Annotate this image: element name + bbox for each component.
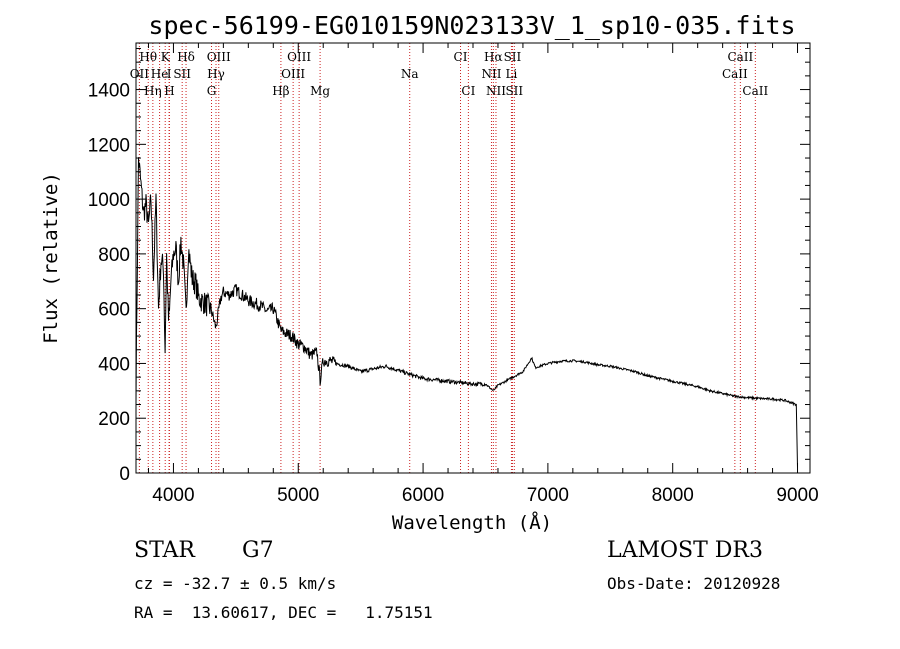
spectrum-line: [135, 157, 798, 468]
line-label-11: I: [167, 67, 172, 81]
line-label-3: OIII: [207, 50, 231, 64]
y-tick-label-5: 1000: [88, 190, 130, 211]
y-tick-label-7: 1400: [88, 81, 130, 102]
x-tick-label-0: 4000: [152, 485, 194, 506]
line-label-12: SII: [173, 67, 191, 81]
line-label-4: OIII: [287, 50, 311, 64]
object-subclass: G7: [242, 538, 274, 563]
line-label-17: Li: [506, 67, 518, 81]
line-label-0: Hθ: [139, 50, 157, 64]
line-label-10: He: [151, 67, 169, 81]
x-axis: 4000 5000 6000 7000 8000 9000: [147, 43, 819, 506]
x-tick-label-5: 9000: [776, 485, 818, 506]
y-tick-label-0: 0: [119, 464, 130, 485]
line-label-19: Hη: [144, 84, 162, 98]
coordinates-text: RA = 13.60617, DEC = 1.75151: [134, 603, 433, 622]
line-label-27: CaII: [742, 84, 768, 98]
object-class: STAR: [134, 538, 195, 563]
line-label-24: CI: [461, 84, 475, 98]
line-label-22: Hβ: [272, 84, 289, 98]
x-tick-label-3: 7000: [527, 485, 569, 506]
plot-frame: [135, 42, 811, 474]
line-label-9: OII: [130, 67, 150, 81]
line-label-18: CaII: [722, 67, 748, 81]
y-tick-label-3: 600: [98, 300, 130, 321]
line-label-13: Hγ: [207, 67, 225, 81]
survey-name: LAMOST DR3: [607, 538, 763, 563]
spectral-line-markers: [138, 43, 756, 473]
chart-title: spec-56199-EG010159N023133V_1_sp10-035.f…: [148, 11, 795, 40]
line-label-15: Na: [401, 67, 419, 81]
y-tick-label-4: 800: [98, 245, 130, 266]
line-label-6: Hα: [484, 50, 503, 64]
line-label-1: K: [161, 50, 171, 64]
line-label-23: Mg: [310, 84, 330, 98]
obs-date-text: Obs-Date: 20120928: [607, 574, 781, 593]
line-label-8: CaII: [727, 50, 753, 64]
y-tick-label-1: 200: [98, 409, 130, 430]
y-tick-label-2: 400: [98, 354, 130, 375]
y-axis: 0 200 400 600 800 1000 1200 1400: [88, 47, 810, 485]
x-tick-label-1: 5000: [277, 485, 319, 506]
line-label-20: H: [164, 84, 174, 98]
line-label-26: SII: [505, 84, 523, 98]
y-tick-label-6: 1200: [88, 135, 130, 156]
line-label-7: SII: [504, 50, 522, 64]
line-label-16: NII: [481, 67, 501, 81]
line-label-21: G: [207, 84, 217, 98]
y-axis-label: Flux (relative): [40, 172, 62, 344]
x-tick-label-4: 8000: [652, 485, 694, 506]
line-label-14: OIII: [281, 67, 305, 81]
line-label-5: CI: [454, 50, 468, 64]
x-axis-label: Wavelength (Å): [392, 511, 552, 534]
redshift-text: cz = -32.7 ± 0.5 km/s: [134, 574, 337, 593]
line-label-2: Hδ: [177, 50, 195, 64]
x-tick-label-2: 6000: [402, 485, 444, 506]
line-label-25: NII: [486, 84, 506, 98]
